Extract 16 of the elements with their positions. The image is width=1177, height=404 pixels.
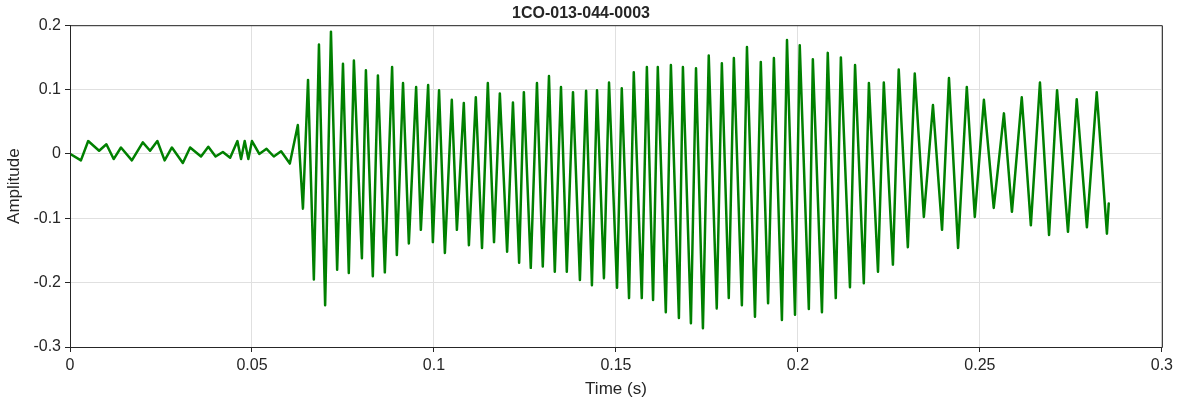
y-tick-label: 0.1 — [38, 79, 62, 97]
y-axis-title: Amplitude — [3, 148, 23, 224]
chart-title: 1CO-013-044-0003 — [512, 4, 651, 22]
x-tick-label: 0.3 — [1150, 356, 1174, 374]
x-tick-label: 0.25 — [964, 356, 996, 374]
y-tick-label: -0.1 — [33, 208, 62, 226]
y-tick-label: -0.3 — [33, 337, 62, 355]
x-axis-title: Time (s) — [585, 379, 647, 399]
y-tick-label: 0.2 — [38, 15, 62, 33]
x-tick-label: 0.05 — [236, 356, 268, 374]
x-tick-label: 0 — [65, 356, 75, 374]
y-tick-label: -0.2 — [33, 273, 62, 291]
x-tick-label: 0.15 — [600, 356, 632, 374]
x-tick-label: 0.2 — [786, 356, 810, 374]
y-tick-label: 0 — [52, 144, 62, 162]
x-tick-label: 0.1 — [422, 356, 446, 374]
